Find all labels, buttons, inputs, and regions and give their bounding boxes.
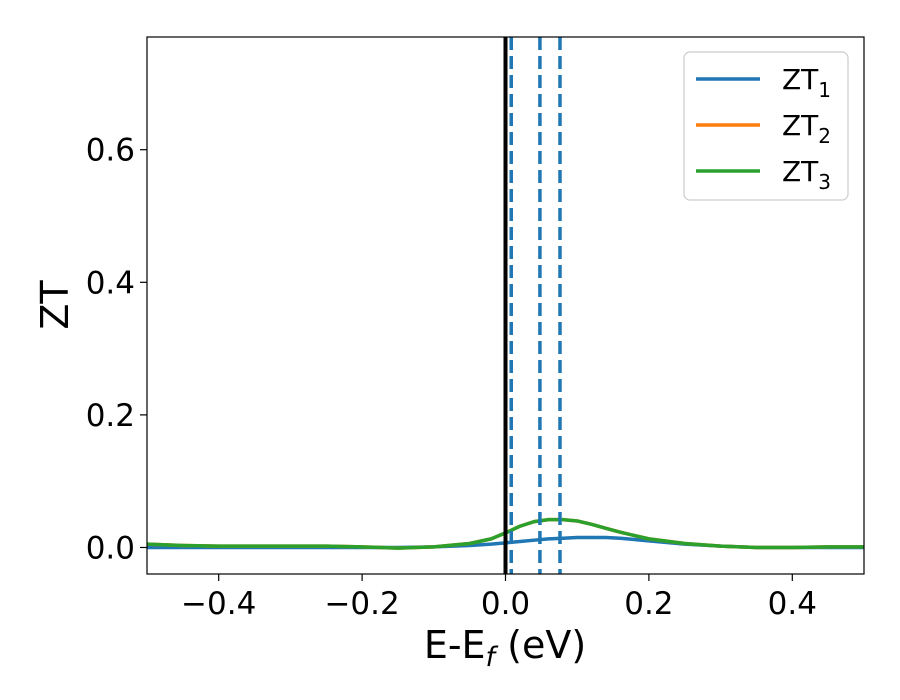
legend-label-zt1: ZT1	[782, 63, 831, 102]
series-line-zt3	[147, 517, 864, 550]
plot-area	[147, 37, 864, 574]
y-tick-label: 0.0	[86, 530, 135, 566]
y-tick-label: 0.6	[86, 133, 135, 169]
legend-box	[683, 51, 849, 201]
x-tick-label: −0.4	[181, 586, 256, 622]
x-tick-label: 0.2	[624, 586, 673, 622]
x-axis-label: E-Ef (eV)	[424, 623, 586, 673]
x-tick-label: 0.4	[768, 586, 817, 622]
x-tick-label: −0.2	[324, 586, 399, 622]
legend-label-zt3: ZT3	[782, 155, 831, 194]
y-axis: 0.0 0.2 0.4 0.6	[86, 133, 147, 566]
legend-label-zt2: ZT2	[782, 109, 831, 148]
x-axis: −0.4 −0.2 0.0 0.2 0.4	[181, 574, 817, 622]
x-tick-label: 0.0	[481, 586, 530, 622]
y-axis-label: ZT	[33, 280, 77, 330]
y-tick-label: 0.4	[86, 265, 135, 301]
legend: ZT1 ZT2 ZT3	[683, 51, 849, 201]
y-tick-label: 0.2	[86, 398, 135, 434]
